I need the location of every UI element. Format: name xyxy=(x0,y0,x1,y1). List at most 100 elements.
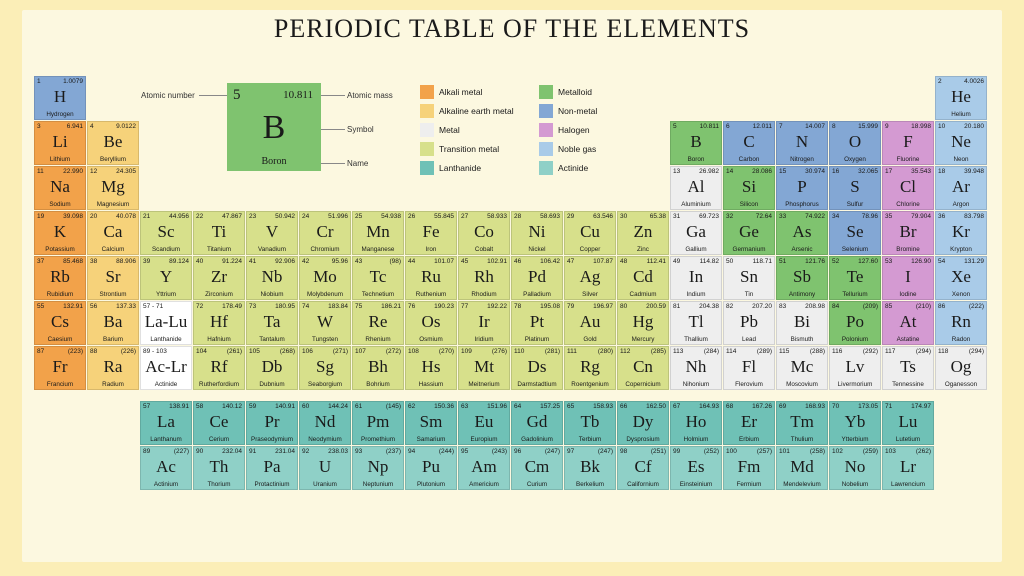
element-name: Meitnerium xyxy=(459,381,509,388)
element-name: Promethium xyxy=(353,436,403,443)
atomic-mass: (292) xyxy=(863,348,878,355)
legend-item-halogen: Halogen xyxy=(539,123,597,137)
element-symbol: Ba xyxy=(88,312,138,332)
element-cell-ge: 3272.64GeGermanium xyxy=(723,211,775,255)
atomic-mass: (281) xyxy=(545,348,560,355)
element-name: Nickel xyxy=(512,246,562,253)
element-cell-gd: 64157.25GdGadolinium xyxy=(511,401,563,445)
element-name: Berkelium xyxy=(565,481,615,488)
element-name: Tin xyxy=(724,291,774,298)
atomic-number: 118 xyxy=(938,348,948,355)
atomic-number: 56 xyxy=(90,303,97,310)
atomic-number: 101 xyxy=(779,448,790,455)
element-cell-cd: 48112.41CdCadmium xyxy=(617,256,669,300)
page-title: PERIODIC TABLE OF THE ELEMENTS xyxy=(0,14,1024,44)
element-cell-cu: 2963.546CuCopper xyxy=(564,211,616,255)
atomic-mass: (209) xyxy=(863,303,878,310)
element-name: Actinide xyxy=(141,381,191,388)
atomic-mass: (280) xyxy=(598,348,613,355)
element-cell-nh: 113(284)NhNihonium xyxy=(670,346,722,390)
element-cell-kr: 3683.798KrKrypton xyxy=(935,211,987,255)
element-symbol: Gd xyxy=(512,412,562,432)
element-cell-np: 93(237)NpNeptunium xyxy=(352,446,404,490)
element-name: Silver xyxy=(565,291,615,298)
atomic-mass: 162.50 xyxy=(646,403,666,410)
atomic-number: 4 xyxy=(90,123,94,130)
element-symbol: Mc xyxy=(777,357,827,377)
element-cell-sb: 51121.76SbAntimony xyxy=(776,256,828,300)
atomic-number: 57 xyxy=(143,403,150,410)
atomic-number: 31 xyxy=(673,213,680,220)
element-name: Ytterbium xyxy=(830,436,880,443)
element-name: Tellurium xyxy=(830,291,880,298)
element-symbol: Pr xyxy=(247,412,297,432)
atomic-number: 9 xyxy=(885,123,889,130)
atomic-mass: 28.086 xyxy=(752,168,772,175)
element-name: Copernicium xyxy=(618,381,668,388)
element-symbol: H xyxy=(35,87,85,107)
atomic-number: 54 xyxy=(938,258,945,265)
element-name: Gold xyxy=(565,336,615,343)
element-cell-cf: 98(251)CfCalifornium xyxy=(617,446,669,490)
atomic-number: 94 xyxy=(408,448,415,455)
atomic-number: 40 xyxy=(196,258,203,265)
element-symbol: Cs xyxy=(35,312,85,332)
element-name: Erbium xyxy=(724,436,774,443)
atomic-mass: 9.0122 xyxy=(116,123,136,130)
legend-item-alkaline: Alkaline earth metal xyxy=(420,104,514,118)
atomic-mass: 1.0079 xyxy=(63,78,83,85)
element-name: Technetium xyxy=(353,291,403,298)
atomic-mass: (276) xyxy=(492,348,507,355)
atomic-number: 79 xyxy=(567,303,574,310)
atomic-mass: 63.546 xyxy=(593,213,613,220)
element-symbol: Ta xyxy=(247,312,297,332)
element-cell-fr: 87(223)FrFrancium xyxy=(34,346,86,390)
element-cell-k: 1939.098KPotassium xyxy=(34,211,86,255)
element-symbol: Re xyxy=(353,312,403,332)
element-symbol: Zn xyxy=(618,222,668,242)
element-cell-cm: 96(247)CmCurium xyxy=(511,446,563,490)
atomic-mass: 40.078 xyxy=(116,213,136,220)
atomic-mass: (294) xyxy=(969,348,984,355)
element-symbol: Bi xyxy=(777,312,827,332)
element-name: Ruthenium xyxy=(406,291,456,298)
element-symbol: No xyxy=(830,457,880,477)
element-symbol: Kr xyxy=(936,222,986,242)
atomic-mass: (288) xyxy=(810,348,825,355)
element-name: Bismuth xyxy=(777,336,827,343)
atomic-number: 96 xyxy=(514,448,521,455)
atomic-mass: 114.82 xyxy=(700,258,719,265)
atomic-mass: 157.25 xyxy=(540,403,560,410)
atomic-number: 74 xyxy=(302,303,309,310)
element-name: Uranium xyxy=(300,481,350,488)
element-name: Einsteinium xyxy=(671,481,721,488)
element-cell-no: 102(259)NoNobelium xyxy=(829,446,881,490)
element-symbol: Br xyxy=(883,222,933,242)
element-cell-ar: 1839.948ArArgon xyxy=(935,166,987,210)
atomic-mass: (284) xyxy=(704,348,719,355)
atomic-number: 29 xyxy=(567,213,574,220)
element-cell-ag: 47107.87AgSilver xyxy=(564,256,616,300)
element-symbol: Ar xyxy=(936,177,986,197)
element-cell-la: 57138.91LaLanthanum xyxy=(140,401,192,445)
element-symbol: Tl xyxy=(671,312,721,332)
element-name: Krypton xyxy=(936,246,986,253)
element-symbol: Rh xyxy=(459,267,509,287)
legend-label: Lanthanide xyxy=(439,163,481,173)
atomic-number: 106 xyxy=(302,348,313,355)
element-symbol: Nd xyxy=(300,412,350,432)
atomic-mass: (98) xyxy=(389,258,401,265)
element-symbol: Bh xyxy=(353,357,403,377)
element-cell-rg: 111(280)RgRoentgenium xyxy=(564,346,616,390)
element-cell-sm: 62150.36SmSamarium xyxy=(405,401,457,445)
element-symbol: Pd xyxy=(512,267,562,287)
atomic-mass: 18.998 xyxy=(911,123,931,130)
element-name: Zinc xyxy=(618,246,668,253)
element-name: Rutherfordium xyxy=(194,381,244,388)
element-symbol: N xyxy=(777,132,827,152)
element-symbol: Nh xyxy=(671,357,721,377)
element-cell-b: 510.811BBoron xyxy=(670,121,722,165)
legend-swatch xyxy=(539,85,553,99)
atomic-number: 64 xyxy=(514,403,521,410)
element-name: Titanium xyxy=(194,246,244,253)
